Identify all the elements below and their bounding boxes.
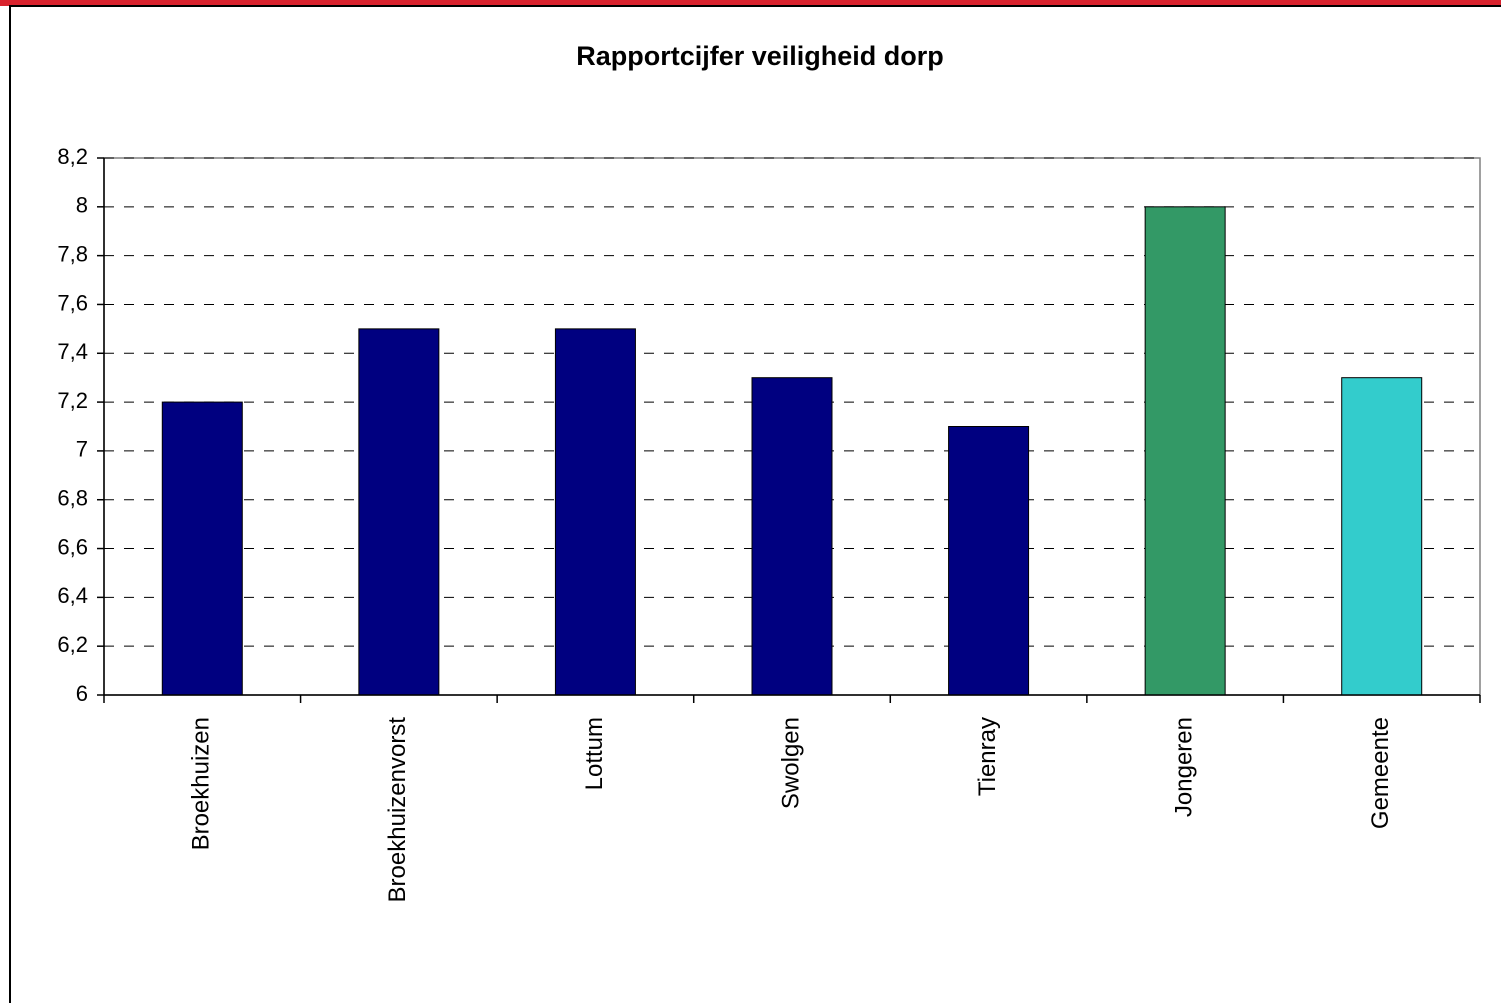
y-tick-label: 6 [76,681,88,706]
top-band [0,0,1501,6]
x-tick-label: Broekhuizenvorst [384,717,411,903]
y-tick-label: 6,2 [57,632,88,657]
y-tick-label: 7,2 [57,388,88,413]
y-tick-label: 7,6 [57,290,88,315]
y-tick-label: 7 [76,437,88,462]
y-tick-label: 8 [76,193,88,218]
y-tick-label: 7,4 [57,339,88,364]
bar [554,328,636,696]
y-tick-label: 6,8 [57,486,88,511]
x-tick-label: Gemeente [1367,717,1394,829]
x-tick-label: Broekhuizen [188,717,215,850]
y-tick-label: 6,4 [57,583,88,608]
y-tick-label: 7,8 [57,241,88,266]
bar [161,401,243,696]
bar [948,426,1030,696]
bar [358,328,440,696]
y-tick-label: 6,6 [57,534,88,559]
bar [1144,206,1226,696]
bar [1341,377,1423,696]
x-tick-label: Lottum [581,717,608,790]
x-tick-label: Tienray [974,717,1001,796]
bar [751,377,833,696]
chart-title: Rapportcijfer veiligheid dorp [576,41,944,71]
x-tick-label: Swolgen [777,717,804,809]
y-tick-label: 8,2 [57,144,88,169]
x-tick-label: Jongeren [1170,717,1197,817]
